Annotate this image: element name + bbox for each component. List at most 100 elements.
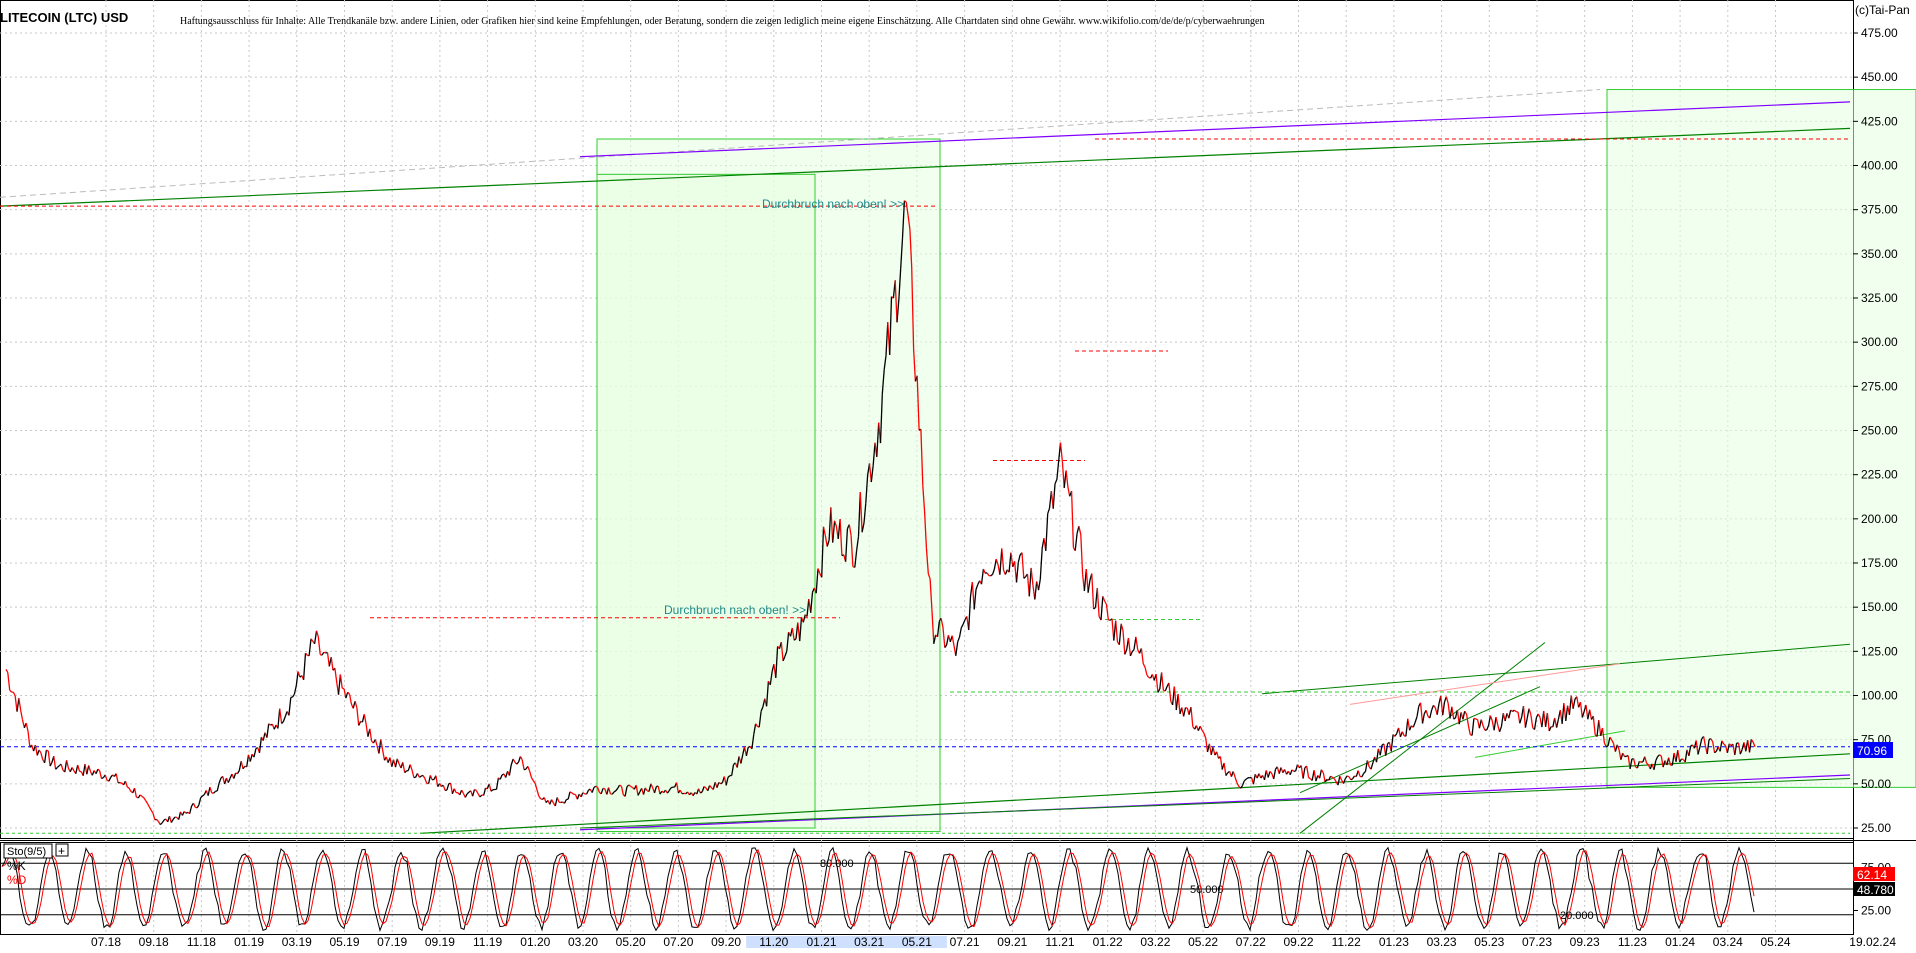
price-segment [105,775,107,780]
x-tick-label: 07.23 [1522,935,1552,948]
price-segment [1191,707,1193,727]
price-segment [1162,672,1164,690]
stochastic-d-legend: %D [7,873,27,887]
y-tick-label: 450.00 [1861,70,1898,84]
price-segment [1476,719,1478,720]
price-segment [26,723,28,731]
price-segment [160,823,162,825]
price-segment [974,590,976,610]
price-segment [462,790,464,794]
x-tick-label: 03.20 [568,935,598,948]
price-segment [587,790,589,794]
price-segment [1529,709,1531,715]
price-segment [403,762,405,772]
price-segment [175,817,177,818]
price-segment [214,791,216,793]
price-segment [203,795,205,796]
price-segment [1011,553,1013,567]
price-segment [517,762,519,764]
price-segment [1426,710,1428,716]
price-segment [1062,462,1064,488]
price-segment [1307,766,1309,778]
price-segment [1217,752,1219,759]
price-segment [1097,588,1099,616]
price-segment [1421,703,1423,724]
price-segment [1535,718,1537,730]
price-segment [340,674,342,688]
price-segment [39,750,41,753]
price-segment [1367,760,1369,767]
price-segment [410,765,412,770]
price-segment [1233,771,1235,777]
price-segment [1121,624,1123,631]
price-segment [976,584,978,589]
breakout-zone-1-inner [597,174,815,828]
price-segment [1349,777,1351,780]
price-segment [190,806,192,814]
x-tick-label: 07.21 [950,935,980,948]
price-segment [961,624,963,628]
price-segment [465,794,467,798]
price-segment [8,673,10,691]
x-tick-label: 05.20 [616,935,646,948]
price-segment [381,740,383,750]
price-segment [1353,776,1355,779]
x-tick-label: 07.19 [377,935,407,948]
price-segment [102,778,104,779]
price-segment [1204,733,1206,738]
price-segment [1516,712,1518,713]
price-segment [555,797,557,806]
price-segment [1518,712,1520,723]
price-segment [513,759,515,762]
price-segment [19,698,21,710]
price-segment [28,731,30,747]
price-segment [1029,568,1031,596]
chart-title: LITECOIN (LTC) USD [0,10,128,25]
price-segment [1309,778,1311,779]
price-segment [960,628,962,637]
price-segment [473,789,475,796]
price-segment [109,777,111,781]
x-tick-label: 03.23 [1427,935,1457,948]
y-tick-label: 125.00 [1861,644,1898,658]
price-segment [583,793,585,794]
price-segment [317,631,319,637]
y-tick-label: 350.00 [1861,247,1898,261]
x-tick-label: 09.18 [139,935,169,948]
price-segment [475,789,477,790]
price-segment [65,760,67,772]
price-segment [96,769,98,774]
price-segment [6,669,8,672]
y-tick-label: 300.00 [1861,335,1898,349]
x-tick-label: 11.20 [759,935,788,948]
x-tick-label: 07.22 [1236,935,1266,948]
price-segment [1246,778,1248,780]
price-segment [429,775,431,783]
price-segment [1040,548,1042,579]
price-segment [1483,726,1485,730]
price-segment [1524,706,1526,728]
price-segment [1358,771,1360,777]
x-tick-label: 01.21 [806,935,836,948]
price-segment [1294,771,1296,772]
price-segment [254,749,256,758]
price-segment [318,637,320,655]
price-segment [1500,726,1502,732]
y-tick-label: 425.00 [1861,114,1898,128]
price-segment [280,709,282,724]
price-segment [991,574,993,575]
price-segment [294,686,296,695]
price-segment [994,559,996,569]
price-segment [1143,663,1145,667]
price-segment [1156,674,1158,692]
price-segment [1344,779,1346,784]
price-segment [396,759,398,767]
price-segment [1237,783,1239,787]
price-segment [1325,779,1327,782]
price-segment [315,631,317,644]
price-segment [289,698,291,716]
y-tick-label: 250.00 [1861,424,1898,438]
price-segment [149,807,151,810]
price-segment [1235,777,1237,783]
